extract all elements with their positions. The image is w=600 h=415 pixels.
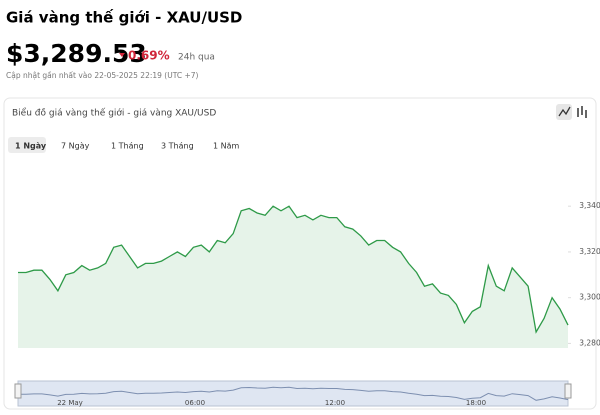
candle-chart-button[interactable] bbox=[577, 106, 587, 118]
tab[interactable]: 1 Tháng bbox=[111, 142, 144, 151]
navigator-label: 18:00 bbox=[466, 399, 486, 407]
tab-selected-bg bbox=[8, 137, 46, 153]
price: $3,289.53 bbox=[6, 39, 147, 68]
y-tick-label: 3,340 bbox=[579, 201, 600, 210]
tab[interactable]: 7 Ngày bbox=[61, 142, 90, 151]
navigator-bg bbox=[17, 380, 569, 407]
navigator-handle[interactable] bbox=[564, 383, 572, 399]
line-icon bbox=[558, 106, 571, 117]
price-line bbox=[18, 205, 569, 334]
chart-card bbox=[3, 97, 597, 410]
updated-time: Cập nhật gần nhất vào 22-05-2025 22:19 (… bbox=[6, 71, 199, 80]
card-title: Biểu đồ giá vàng thế giới - giá vàng XAU… bbox=[12, 108, 216, 119]
price-change: 0.69% bbox=[128, 49, 170, 63]
down-arrow bbox=[119, 53, 125, 57]
y-tick-label: 3,320 bbox=[579, 247, 600, 256]
navigator-handle[interactable] bbox=[14, 383, 22, 399]
navigator-label: 12:00 bbox=[325, 399, 345, 407]
area-fill bbox=[18, 206, 568, 348]
change-period: 24h qua bbox=[178, 53, 215, 63]
navigator-line bbox=[18, 386, 569, 401]
navigator-label: 22 May bbox=[57, 399, 83, 407]
y-tick-label: 3,300 bbox=[579, 293, 600, 302]
navigator-label: 06:00 bbox=[185, 399, 205, 407]
page-title: Giá vàng thế giới - XAU/USD bbox=[6, 8, 242, 27]
tab[interactable]: 1 Năm bbox=[213, 142, 240, 151]
y-tick-label: 3,280 bbox=[579, 338, 600, 347]
tab[interactable]: 3 Tháng bbox=[161, 142, 194, 151]
tab[interactable]: 1 Ngày bbox=[15, 142, 47, 151]
